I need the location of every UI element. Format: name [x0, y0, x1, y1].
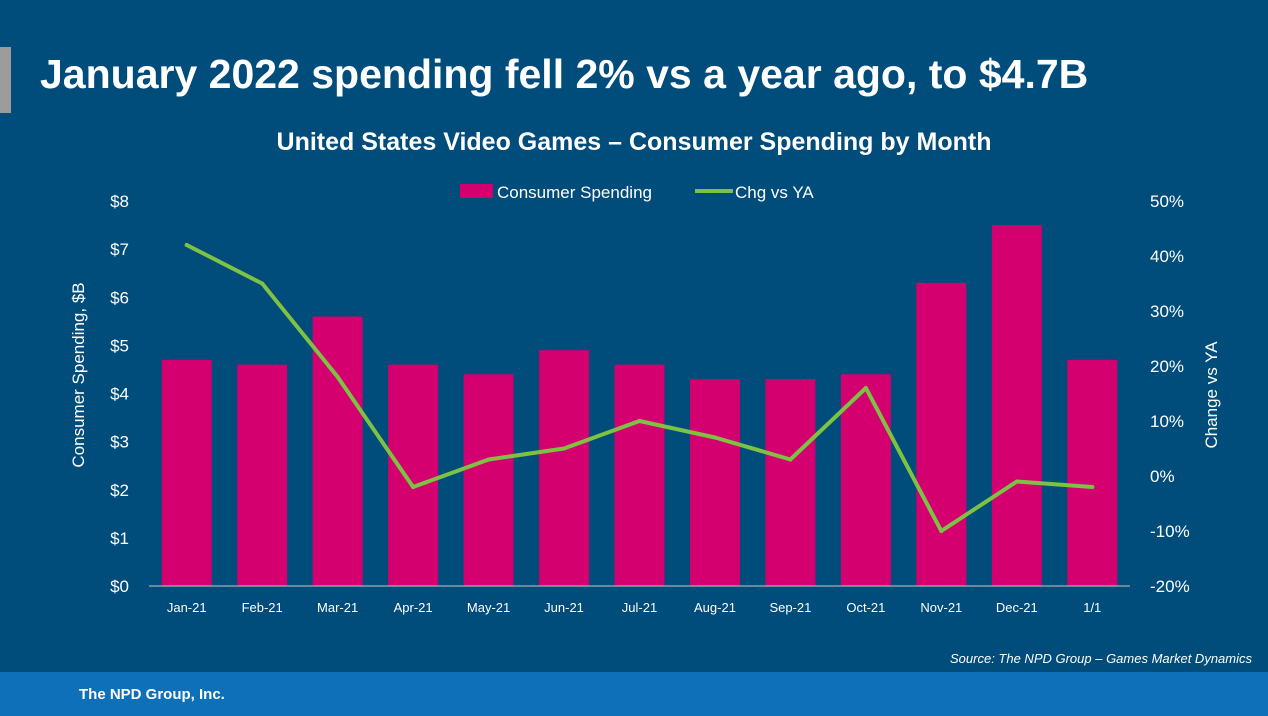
x-tick-label: Oct-21 — [846, 600, 885, 615]
line-point — [335, 375, 340, 379]
y2-tick-label: 50% — [1150, 192, 1184, 211]
x-tick-label: Apr-21 — [394, 600, 433, 615]
y2-tick-label: 10% — [1150, 412, 1184, 431]
y-tick-label: $8 — [110, 192, 129, 211]
slide-headline: January 2022 spending fell 2% vs a year … — [40, 51, 1089, 97]
bar-jul-21 — [614, 364, 665, 586]
chart-title: United States Video Games – Consumer Spe… — [277, 128, 992, 156]
bar-may-21 — [463, 374, 514, 586]
y2-tick-label: 20% — [1150, 357, 1184, 376]
x-tick-label: Aug-21 — [694, 600, 736, 615]
line-point — [486, 457, 491, 462]
x-tick-label: Feb-21 — [242, 600, 283, 615]
bar-jun-21 — [539, 350, 590, 586]
legend-swatch-consumer-spending — [460, 184, 493, 198]
legend-label-consumer-spending: Consumer Spending — [497, 183, 652, 202]
y-tick-label: $4 — [110, 385, 129, 404]
bar-sep-21 — [765, 379, 816, 586]
y-tick-label: $7 — [110, 240, 129, 259]
line-point — [712, 435, 717, 440]
bar-1-1 — [1067, 359, 1118, 586]
line-point — [411, 485, 416, 489]
y-tick-label: $2 — [110, 481, 129, 500]
bar-jan-21 — [161, 359, 212, 586]
y-tick-label: $5 — [110, 336, 129, 355]
y2-axis-title: Change vs YA — [1202, 341, 1221, 449]
footer-company: The NPD Group, Inc. — [79, 686, 225, 703]
x-tick-label: Nov-21 — [920, 600, 962, 615]
line-point — [260, 281, 265, 286]
bar-nov-21 — [916, 282, 967, 586]
x-tick-label: Mar-21 — [317, 600, 358, 615]
x-tick-label: 1/1 — [1083, 600, 1101, 615]
y2-tick-label: 0% — [1150, 467, 1175, 486]
y-tick-label: $0 — [110, 577, 129, 596]
x-tick-label: Jan-21 — [167, 600, 207, 615]
bar-aug-21 — [689, 379, 740, 586]
y2-tick-label: -10% — [1150, 522, 1190, 541]
footer-bar: The NPD Group, Inc. — [0, 672, 1268, 716]
line-point — [562, 446, 567, 451]
line-point — [863, 386, 868, 390]
bar-dec-21 — [991, 225, 1042, 586]
bar-oct-21 — [840, 374, 891, 586]
line-point — [1090, 485, 1095, 489]
y2-tick-label: 30% — [1150, 302, 1184, 321]
line-point — [939, 529, 944, 533]
line-point — [788, 457, 793, 462]
y-tick-label: $6 — [110, 288, 129, 307]
combo-chart: United States Video Games – Consumer Spe… — [69, 128, 1221, 615]
y-tick-label: $3 — [110, 433, 129, 452]
x-tick-label: Jul-21 — [622, 600, 657, 615]
y-axis-title: Consumer Spending, $B — [69, 282, 88, 467]
line-point — [637, 419, 642, 423]
y2-tick-label: 40% — [1150, 247, 1184, 266]
x-tick-label: May-21 — [467, 600, 510, 615]
y-tick-label: $1 — [110, 529, 129, 548]
y2-tick-label: -20% — [1150, 577, 1190, 596]
bar-apr-21 — [388, 364, 439, 586]
source-note: Source: The NPD Group – Games Market Dyn… — [950, 651, 1252, 666]
x-tick-label: Sep-21 — [769, 600, 811, 615]
bar-feb-21 — [237, 364, 288, 586]
bar-mar-21 — [312, 316, 363, 586]
x-tick-label: Dec-21 — [996, 600, 1038, 615]
line-point — [184, 243, 189, 247]
title-accent-bar — [0, 47, 11, 113]
legend-label-chg-vs-ya: Chg vs YA — [735, 183, 814, 202]
line-point — [1014, 479, 1019, 484]
x-tick-label: Jun-21 — [544, 600, 584, 615]
